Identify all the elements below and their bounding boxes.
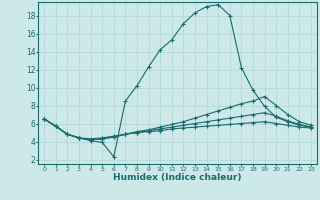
X-axis label: Humidex (Indice chaleur): Humidex (Indice chaleur) <box>113 173 242 182</box>
